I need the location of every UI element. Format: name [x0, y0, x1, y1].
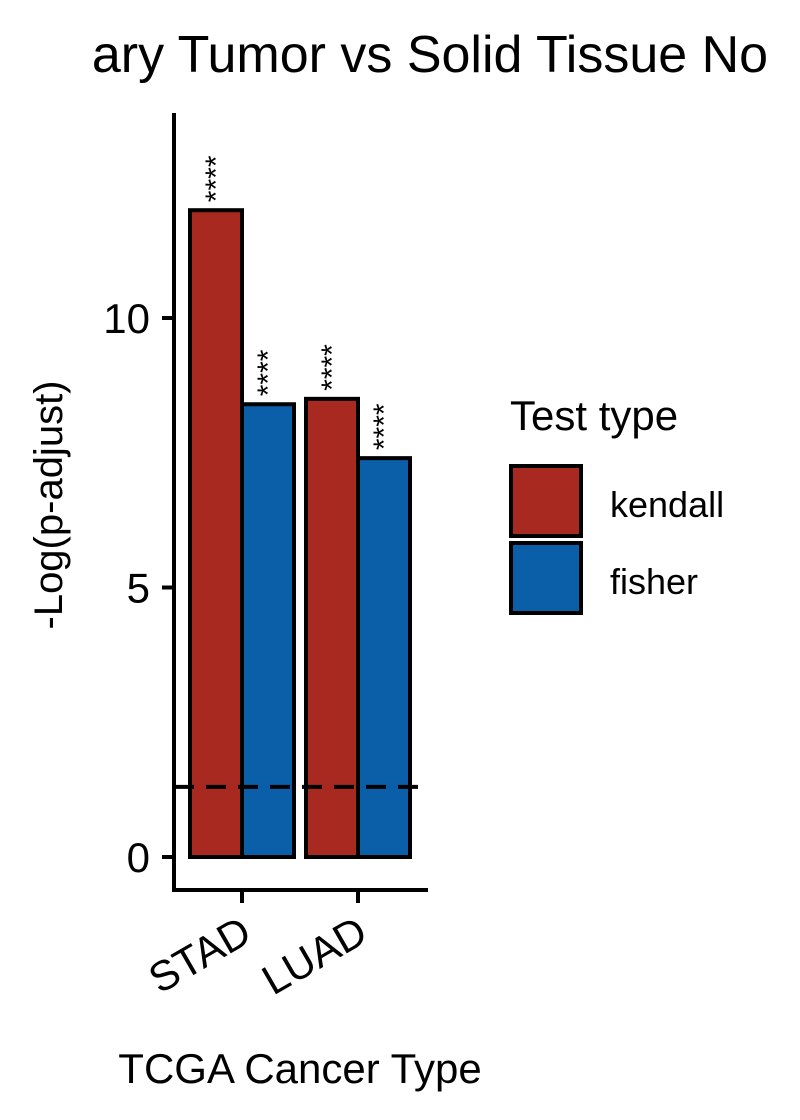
significance-label: ****: [316, 344, 349, 391]
bars: [188, 208, 412, 859]
y-tick-label: 5: [127, 565, 150, 612]
bar-kendall-stad: [188, 208, 244, 859]
legend: Test type kendall fisher: [509, 392, 724, 615]
bar-kendall-luad: [304, 396, 360, 859]
bar-fisher-stad: [240, 402, 296, 859]
significance-label: ****: [200, 155, 233, 202]
y-tick-label: 0: [127, 834, 150, 881]
y-tick-label: 10: [103, 295, 150, 342]
legend-swatch-fisher: [509, 541, 583, 615]
legend-label-fisher: fisher: [610, 561, 698, 602]
y-axis-label: -Log(p-adjust): [27, 380, 71, 629]
x-axis-label: TCGA Cancer Type: [118, 1045, 481, 1092]
significance-label: ****: [368, 403, 401, 450]
legend-swatch-kendall: [509, 464, 583, 538]
x-tick-label-luad: LUAD: [254, 907, 375, 1004]
legend-label-kendall: kendall: [610, 484, 724, 525]
significance-labels: **** **** **** ****: [200, 155, 401, 450]
bar-fisher-luad: [356, 456, 412, 859]
y-ticks: 0 5 10: [103, 295, 174, 881]
significance-label: ****: [252, 349, 285, 396]
chart-title: ary Tumor vs Solid Tissue No: [92, 26, 768, 84]
legend-title: Test type: [510, 392, 678, 439]
x-tick-label-stad: STAD: [141, 907, 259, 1002]
